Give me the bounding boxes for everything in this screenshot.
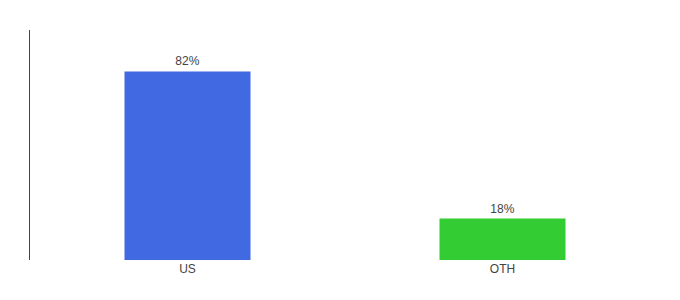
svg-text:OTH: OTH — [490, 262, 515, 276]
svg-text:US: US — [179, 262, 196, 276]
svg-text:18%: 18% — [490, 202, 514, 216]
svg-text:82%: 82% — [175, 54, 199, 68]
